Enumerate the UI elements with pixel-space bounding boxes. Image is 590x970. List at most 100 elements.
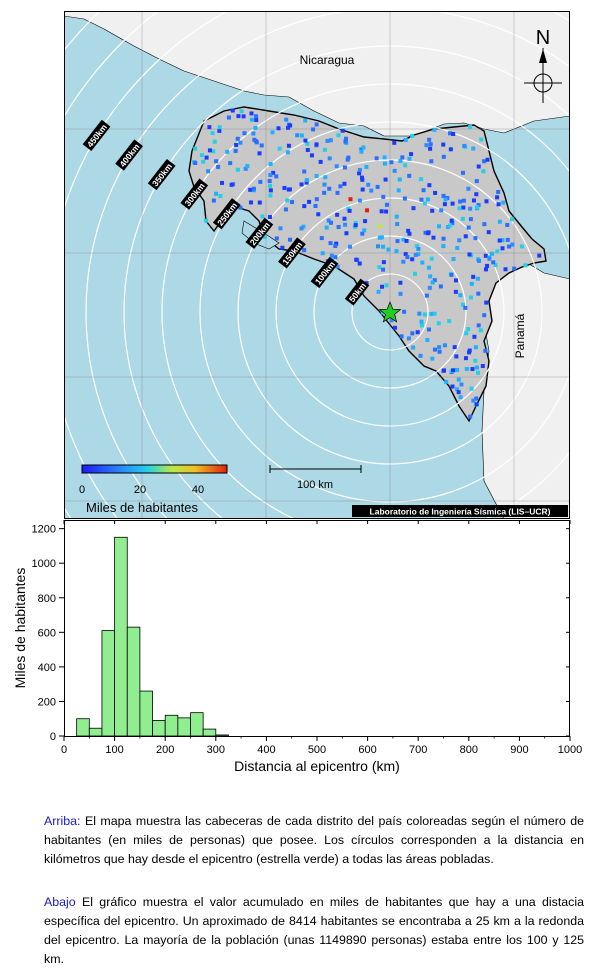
population-dot bbox=[369, 188, 374, 193]
caption-bottom: Abajo El gráfico muestra el valor acumul… bbox=[44, 893, 584, 969]
population-dot bbox=[238, 140, 243, 145]
population-dot bbox=[424, 143, 429, 148]
population-dot bbox=[309, 153, 314, 158]
population-dot bbox=[442, 368, 447, 373]
scale-label: 100 km bbox=[297, 479, 333, 491]
population-dot bbox=[319, 236, 324, 241]
x-tick-label: 700 bbox=[409, 744, 427, 756]
population-dot bbox=[259, 143, 264, 148]
histogram-bar bbox=[126, 626, 141, 737]
population-dot bbox=[468, 206, 473, 211]
population-dot bbox=[322, 182, 327, 187]
population-dots bbox=[192, 108, 542, 419]
population-dot bbox=[277, 146, 282, 151]
histogram-bar bbox=[177, 717, 191, 737]
population-dot bbox=[284, 117, 289, 122]
population-dot bbox=[243, 166, 248, 171]
population-dot bbox=[207, 148, 212, 153]
y-tick-label: 200 bbox=[38, 696, 56, 708]
population-dot bbox=[406, 336, 411, 341]
population-dot bbox=[353, 220, 358, 225]
population-dot bbox=[274, 174, 279, 179]
population-dot bbox=[503, 267, 508, 272]
population-dot bbox=[216, 164, 221, 169]
histogram-bar bbox=[139, 690, 153, 737]
population-dot bbox=[379, 235, 384, 240]
population-dot bbox=[377, 224, 382, 229]
population-dot bbox=[407, 173, 412, 178]
population-dot bbox=[443, 197, 448, 202]
population-dot bbox=[357, 171, 362, 176]
population-dot bbox=[470, 367, 475, 372]
population-dot bbox=[410, 133, 415, 138]
y-axis-label: Miles de habitantes bbox=[12, 568, 28, 689]
population-dot bbox=[280, 245, 285, 250]
population-dot bbox=[482, 222, 487, 227]
population-dot bbox=[354, 257, 359, 262]
histogram: 0 100 200 300 400 500 600 700 800 900 1000 0 200 400… bbox=[12, 520, 582, 774]
colorbar-tick: 40 bbox=[192, 484, 204, 496]
population-dot bbox=[404, 238, 409, 243]
population-dot bbox=[348, 244, 353, 249]
population-dot bbox=[328, 241, 333, 246]
population-dot bbox=[448, 223, 453, 228]
population-dot bbox=[282, 185, 287, 190]
population-dot bbox=[509, 217, 514, 222]
population-dot bbox=[482, 159, 487, 164]
population-dot bbox=[323, 175, 328, 180]
population-dot bbox=[376, 289, 381, 294]
population-dot bbox=[360, 177, 365, 182]
population-dot bbox=[425, 197, 430, 202]
nicaragua-land bbox=[64, 11, 570, 137]
population-dot bbox=[289, 200, 294, 205]
colorbar-tick: 0 bbox=[79, 484, 85, 496]
population-dot bbox=[431, 235, 436, 240]
population-dot bbox=[497, 238, 502, 243]
population-dot bbox=[235, 136, 240, 141]
population-dot bbox=[336, 224, 341, 229]
population-dot bbox=[449, 272, 454, 277]
map-canvas: 50km100km150km200km250km300km350km400km4… bbox=[64, 11, 570, 519]
population-dot bbox=[457, 206, 462, 211]
population-dot bbox=[426, 265, 431, 270]
population-dot bbox=[380, 284, 385, 289]
population-dot bbox=[287, 187, 292, 192]
population-dot bbox=[455, 367, 460, 372]
population-dot bbox=[392, 168, 397, 173]
population-dot bbox=[398, 280, 403, 285]
population-dot bbox=[476, 370, 481, 375]
population-dot bbox=[451, 257, 456, 262]
population-dot bbox=[285, 150, 290, 155]
population-dot bbox=[414, 243, 419, 248]
population-dot bbox=[439, 208, 444, 213]
population-dot bbox=[342, 165, 347, 170]
credit-box bbox=[352, 505, 568, 517]
population-dot bbox=[475, 276, 480, 281]
population-dot bbox=[396, 188, 401, 193]
population-dot bbox=[357, 198, 362, 203]
population-dot bbox=[456, 377, 461, 382]
population-dot bbox=[334, 164, 339, 169]
histogram-bar bbox=[190, 712, 204, 737]
population-dot bbox=[500, 238, 505, 243]
x-tick-label: 1000 bbox=[558, 744, 582, 756]
population-dot bbox=[403, 138, 408, 143]
population-dot bbox=[295, 133, 300, 138]
population-dot bbox=[217, 128, 222, 133]
population-dot bbox=[325, 138, 330, 143]
population-dot bbox=[299, 226, 304, 231]
population-dot bbox=[489, 251, 494, 256]
population-dot bbox=[283, 207, 288, 212]
population-dot bbox=[268, 183, 273, 188]
population-dot bbox=[444, 379, 449, 384]
population-dot bbox=[398, 159, 403, 164]
population-dot bbox=[249, 117, 254, 122]
population-dot bbox=[393, 325, 398, 330]
population-dot bbox=[381, 244, 386, 249]
population-dot bbox=[238, 205, 243, 210]
population-dot bbox=[257, 151, 262, 156]
population-dot bbox=[484, 300, 489, 305]
population-dot bbox=[416, 246, 421, 251]
population-dot bbox=[229, 182, 234, 187]
population-dot bbox=[267, 215, 272, 220]
